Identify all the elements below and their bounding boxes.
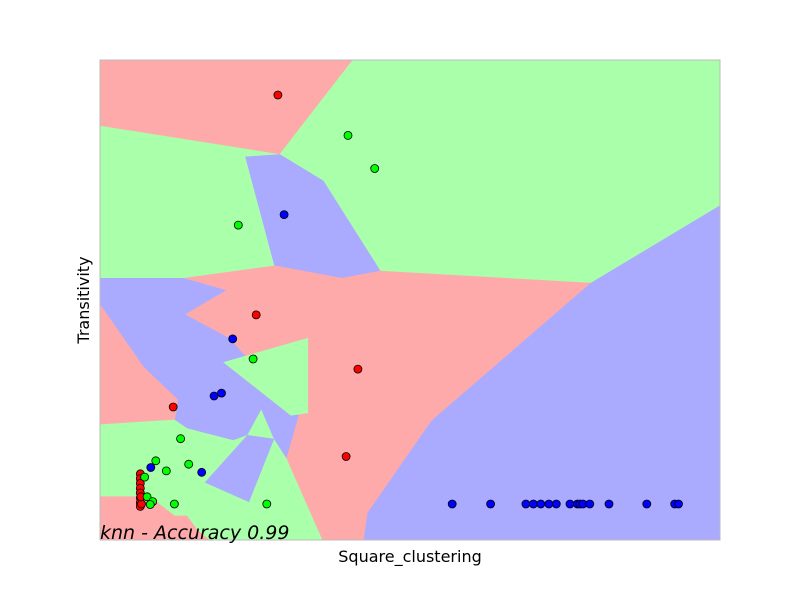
- accuracy-annotation: knn - Accuracy 0.99: [100, 522, 289, 544]
- decision-region-blue: [204, 434, 275, 503]
- y-axis-label: Transitivity: [74, 256, 93, 344]
- data-point-blue: [565, 499, 575, 509]
- data-point-blue: [279, 210, 289, 220]
- data-point-green: [151, 456, 161, 466]
- data-point-blue: [197, 467, 207, 477]
- data-point-blue: [585, 499, 595, 509]
- data-point-red: [251, 310, 261, 320]
- data-point-red: [341, 452, 351, 461]
- data-point-green: [169, 499, 179, 509]
- data-point-green: [370, 164, 380, 173]
- data-point-red: [273, 90, 283, 100]
- data-point-green: [142, 492, 152, 502]
- data-point-green: [262, 499, 272, 509]
- data-point-blue: [146, 463, 156, 472]
- scatter-points: [135, 90, 683, 511]
- data-point-green: [140, 472, 150, 482]
- data-point-green: [161, 466, 171, 476]
- data-point-blue: [642, 499, 652, 509]
- data-point-blue: [521, 499, 531, 509]
- plot-area: [99, 59, 721, 541]
- data-point-blue: [228, 334, 238, 344]
- data-point-blue: [536, 499, 546, 509]
- data-point-blue: [447, 499, 457, 509]
- data-point-blue: [217, 388, 226, 398]
- plot-frame: [99, 59, 721, 541]
- decision-region-green: [223, 337, 309, 416]
- data-point-blue: [674, 499, 683, 509]
- data-point-blue: [209, 391, 219, 401]
- data-point-blue: [551, 499, 561, 509]
- data-point-blue: [486, 499, 496, 509]
- data-point-red: [137, 499, 146, 509]
- data-point-green: [176, 434, 186, 444]
- data-point-blue: [529, 499, 538, 509]
- data-point-red: [353, 364, 363, 374]
- x-axis-label: Square_clustering: [338, 547, 481, 567]
- decision-regions: [100, 60, 720, 540]
- data-point-green: [233, 220, 243, 230]
- decision-region-blue: [363, 205, 720, 540]
- data-point-blue: [604, 499, 614, 509]
- data-point-blue: [544, 499, 554, 509]
- data-point-green: [248, 354, 258, 364]
- data-point-green: [343, 130, 353, 140]
- data-point-red: [168, 402, 178, 412]
- data-point-green: [184, 459, 194, 469]
- data-point-green: [145, 500, 155, 509]
